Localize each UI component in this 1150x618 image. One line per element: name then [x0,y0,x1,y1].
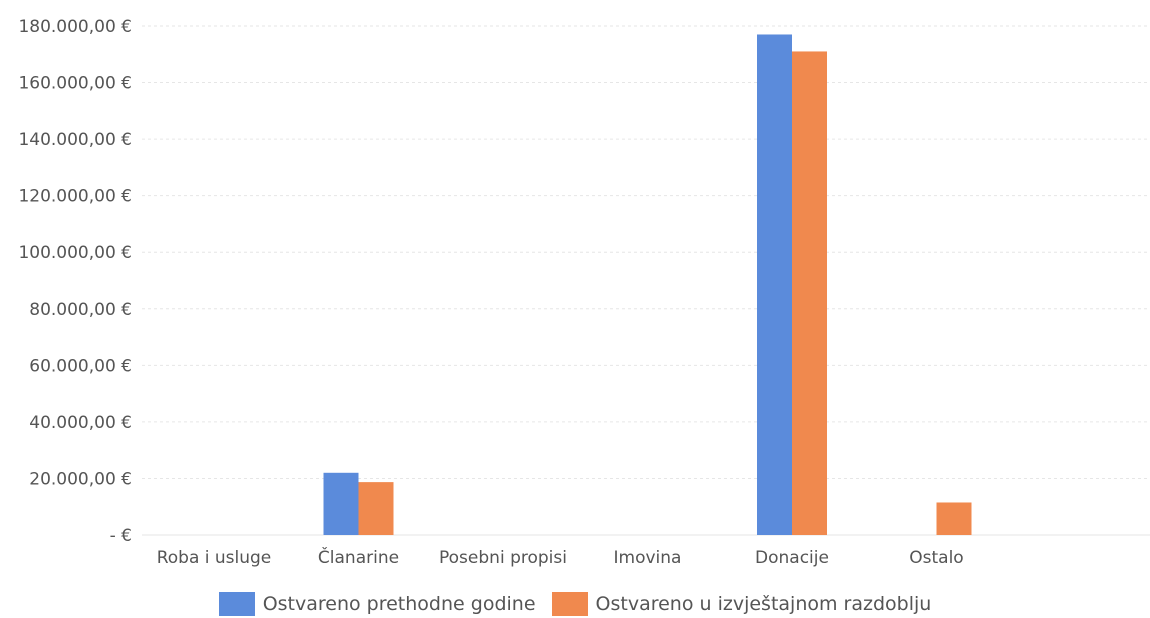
y-tick-label: 20.000,00 € [29,469,132,489]
x-category-label: Roba i usluge [157,548,272,568]
x-category-label: Posebni propisi [439,548,567,568]
x-category-label: Imovina [614,548,682,568]
bars [323,34,972,535]
y-tick-label: 160.000,00 € [18,74,132,94]
bar-izvjestajnom-5 [936,502,972,535]
y-axis-ticks: - € 20.000,00 € 40.000,00 € 60.000,00 € 80.0… [18,17,132,546]
y-tick-label: 100.000,00 € [18,243,132,263]
y-tick-label: 140.000,00 € [18,130,132,150]
grid-lines [142,25,1150,536]
legend: Ostvareno prethodne godine Ostvareno u i… [0,590,1150,618]
legend-item-series-1: Ostvareno prethodne godine [218,592,536,616]
bar-prethodne-4 [757,34,792,535]
legend-swatch-series-2 [551,592,588,616]
y-tick-label: 60.000,00 € [29,356,132,376]
x-axis-categories: Roba i usluge Članarine Posebni propisi Imo… [157,546,964,568]
y-tick-label: 120.000,00 € [18,187,132,207]
y-tick-label: 80.000,00 € [29,300,132,320]
y-tick-label: 40.000,00 € [29,413,132,433]
bar-izvjestajnom-4 [792,51,827,535]
y-tick-label: 180.000,00 € [18,17,132,37]
x-category-label: Članarine [318,546,399,568]
legend-label-series-2: Ostvareno u izvještajnom razdoblju [595,593,932,615]
bar-prethodne-1 [323,472,359,535]
x-category-label: Ostalo [909,548,963,568]
bar-chart: - € 20.000,00 € 40.000,00 € 60.000,00 € 80.0… [18,17,1150,568]
x-category-label: Donacije [755,548,829,568]
y-tick-label: - € [110,526,132,546]
legend-label-series-1: Ostvareno prethodne godine [262,593,536,615]
legend-swatch-series-1 [218,592,255,616]
bar-izvjestajnom-1 [358,482,394,535]
legend-item-series-2: Ostvareno u izvještajnom razdoblju [551,592,932,616]
